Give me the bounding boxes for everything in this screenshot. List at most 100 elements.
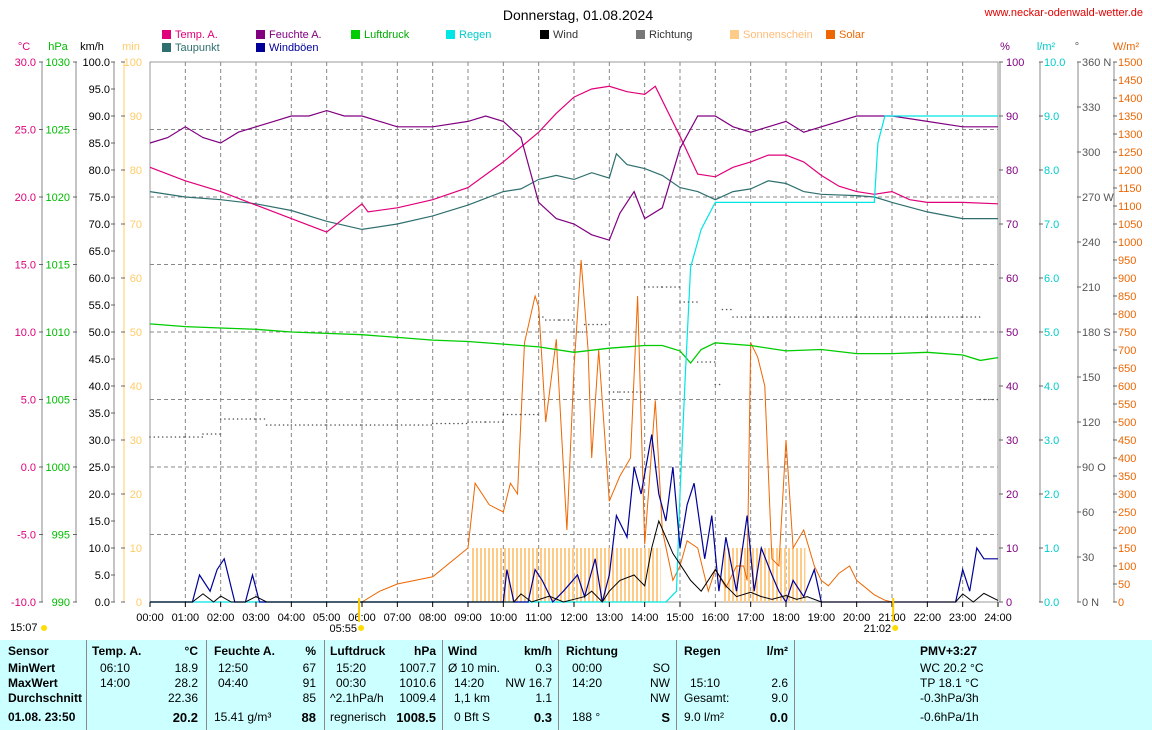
direction-dot bbox=[996, 398, 999, 401]
wind-avg-value: 0.3 bbox=[535, 661, 552, 675]
direction-dot bbox=[320, 424, 322, 426]
solar-axis-tick-label: 1100 bbox=[1118, 201, 1142, 213]
solar-axis-tick-label: 1350 bbox=[1118, 111, 1142, 123]
wind-axis-tick-label: 10.0 bbox=[89, 543, 110, 555]
header-rain-unit: l/m² bbox=[766, 644, 788, 658]
solar-axis-tick-label: 550 bbox=[1118, 399, 1136, 411]
direction-dot bbox=[935, 316, 937, 318]
direction-dot bbox=[665, 286, 668, 288]
pressure-axis-tick-label: 995 bbox=[52, 530, 70, 542]
direction-dot bbox=[274, 424, 276, 426]
direction-dot bbox=[701, 361, 703, 363]
chart-title: Donnerstag, 01.08.2024 bbox=[503, 7, 653, 23]
rain-axis-tick-label: 3.0 bbox=[1044, 435, 1059, 447]
direction-dot bbox=[864, 316, 866, 318]
direction-dot bbox=[824, 316, 827, 318]
solar-axis-tick-label: 1450 bbox=[1118, 75, 1142, 87]
x-tick-label: 19:00 bbox=[808, 612, 836, 624]
direction-dot bbox=[833, 316, 835, 318]
direction-dot bbox=[608, 391, 611, 393]
direction-dot bbox=[643, 286, 646, 288]
direction-dot bbox=[577, 331, 580, 333]
solar-axis-tick-label: 800 bbox=[1118, 309, 1136, 321]
temp-column: Temp. A. °C 06:10 18.9 14:00 28.2 22.36 … bbox=[92, 640, 200, 730]
sunshine-axis-tick-label: 70 bbox=[130, 219, 142, 231]
direction-dot bbox=[988, 398, 990, 401]
dir-min-time: 00:00 bbox=[572, 661, 603, 675]
rain-total-value: 9.0 bbox=[771, 691, 788, 705]
direction-axis-tick-label: 90 O bbox=[1082, 462, 1106, 474]
pmv-dewpoint: TP 18.1 °C bbox=[920, 676, 979, 690]
direction-dot bbox=[184, 436, 187, 438]
humidity-axis-tick-label: 10 bbox=[1006, 543, 1018, 555]
temp-axis-tick-label: 0.0 bbox=[21, 462, 36, 474]
rain-axis-tick-label: 5.0 bbox=[1044, 327, 1059, 339]
sunset-label: 21:02 bbox=[864, 623, 892, 635]
temp-axis-tick-label: 5.0 bbox=[21, 395, 36, 407]
direction-dot bbox=[899, 316, 902, 318]
legend-swatch bbox=[826, 30, 835, 39]
rain-axis-tick-label: 1.0 bbox=[1044, 543, 1059, 555]
direction-dot bbox=[596, 323, 599, 326]
direction-dot bbox=[270, 424, 272, 426]
x-tick-label: 20:00 bbox=[843, 612, 871, 624]
direction-dot bbox=[386, 424, 389, 426]
direction-dot bbox=[334, 424, 336, 426]
legend-label: Windböen bbox=[269, 42, 319, 54]
solar-axis-tick-label: 1400 bbox=[1118, 93, 1142, 105]
direction-dot bbox=[908, 316, 910, 318]
wind-axis-tick-label: 60.0 bbox=[89, 273, 110, 285]
direction-dot bbox=[868, 316, 871, 318]
x-axis: 00:00 01:00 02:00 03:00 04:00 05:00 06:00 07:00… bbox=[10, 598, 1012, 635]
legend-label: Luftdruck bbox=[364, 29, 410, 41]
legend-label: Regen bbox=[459, 29, 491, 41]
wind-axis-tick-label: 95.0 bbox=[89, 84, 110, 96]
direction-dot bbox=[691, 301, 694, 303]
solar-axis-tick-label: 900 bbox=[1118, 273, 1136, 285]
direction-axis-tick-label: 120 bbox=[1082, 417, 1100, 429]
direction-dot bbox=[903, 316, 906, 318]
x-tick-label: 15:00 bbox=[666, 612, 694, 624]
row-label-avg: Durchschnitt bbox=[8, 691, 83, 705]
rain-column: Regen l/m² 15:10 2.6 Gesamt: 9.0 9.0 l/m… bbox=[684, 640, 790, 730]
direction-dot bbox=[390, 424, 393, 426]
solar-axis-tick-label: 650 bbox=[1118, 363, 1136, 375]
rain-axis-tick-label: 6.0 bbox=[1044, 273, 1059, 285]
direction-dot bbox=[245, 418, 247, 420]
direction-dot bbox=[939, 316, 941, 318]
direction-dot bbox=[563, 319, 565, 321]
dir-degrees: 188 ° bbox=[572, 710, 601, 724]
humidity-column: Feuchte A. % 12:50 67 04:40 91 85 15.41 … bbox=[214, 640, 318, 730]
series-solar bbox=[359, 259, 893, 603]
direction-column: Richtung 00:00 SO 14:20 NW NW 188 ° S bbox=[566, 640, 672, 730]
direction-dot bbox=[465, 422, 468, 425]
direction-dot bbox=[537, 316, 540, 318]
humidity-axis-tick-label: 20 bbox=[1006, 489, 1018, 501]
direction-axis-tick-label: 30 bbox=[1082, 552, 1094, 564]
direction-dot bbox=[299, 424, 301, 426]
direction-dot bbox=[219, 418, 222, 420]
solar-axis-tick-label: 150 bbox=[1118, 543, 1136, 555]
x-tick-label: 02:00 bbox=[207, 612, 235, 624]
solar-axis-tick-label: 950 bbox=[1118, 255, 1136, 267]
sunshine-axis-tick-label: 30 bbox=[130, 435, 142, 447]
direction-dot bbox=[559, 319, 561, 321]
direction-dot bbox=[219, 433, 221, 435]
direction-dot bbox=[744, 316, 747, 318]
pressure-axis-tick-label: 1020 bbox=[46, 192, 70, 204]
wind-axis-tick-label: 30.0 bbox=[89, 435, 110, 447]
direction-dot bbox=[294, 424, 297, 426]
press-max-value: 1010.6 bbox=[399, 676, 436, 690]
direction-dot bbox=[983, 398, 986, 401]
direction-axis-tick-label: 60 bbox=[1082, 507, 1094, 519]
direction-dot bbox=[484, 421, 487, 423]
axis-unit-label: % bbox=[1000, 41, 1010, 53]
direction-dot bbox=[544, 319, 547, 321]
rain-axis-tick-label: 2.0 bbox=[1044, 489, 1059, 501]
rain-axis-tick-label: 7.0 bbox=[1044, 219, 1059, 231]
direction-dot bbox=[373, 424, 376, 426]
source-link[interactable]: www.neckar-odenwald-wetter.de bbox=[984, 7, 1143, 19]
direction-dot bbox=[771, 316, 774, 318]
direction-dot bbox=[467, 421, 469, 423]
humidity-axis-tick-label: 40 bbox=[1006, 381, 1018, 393]
